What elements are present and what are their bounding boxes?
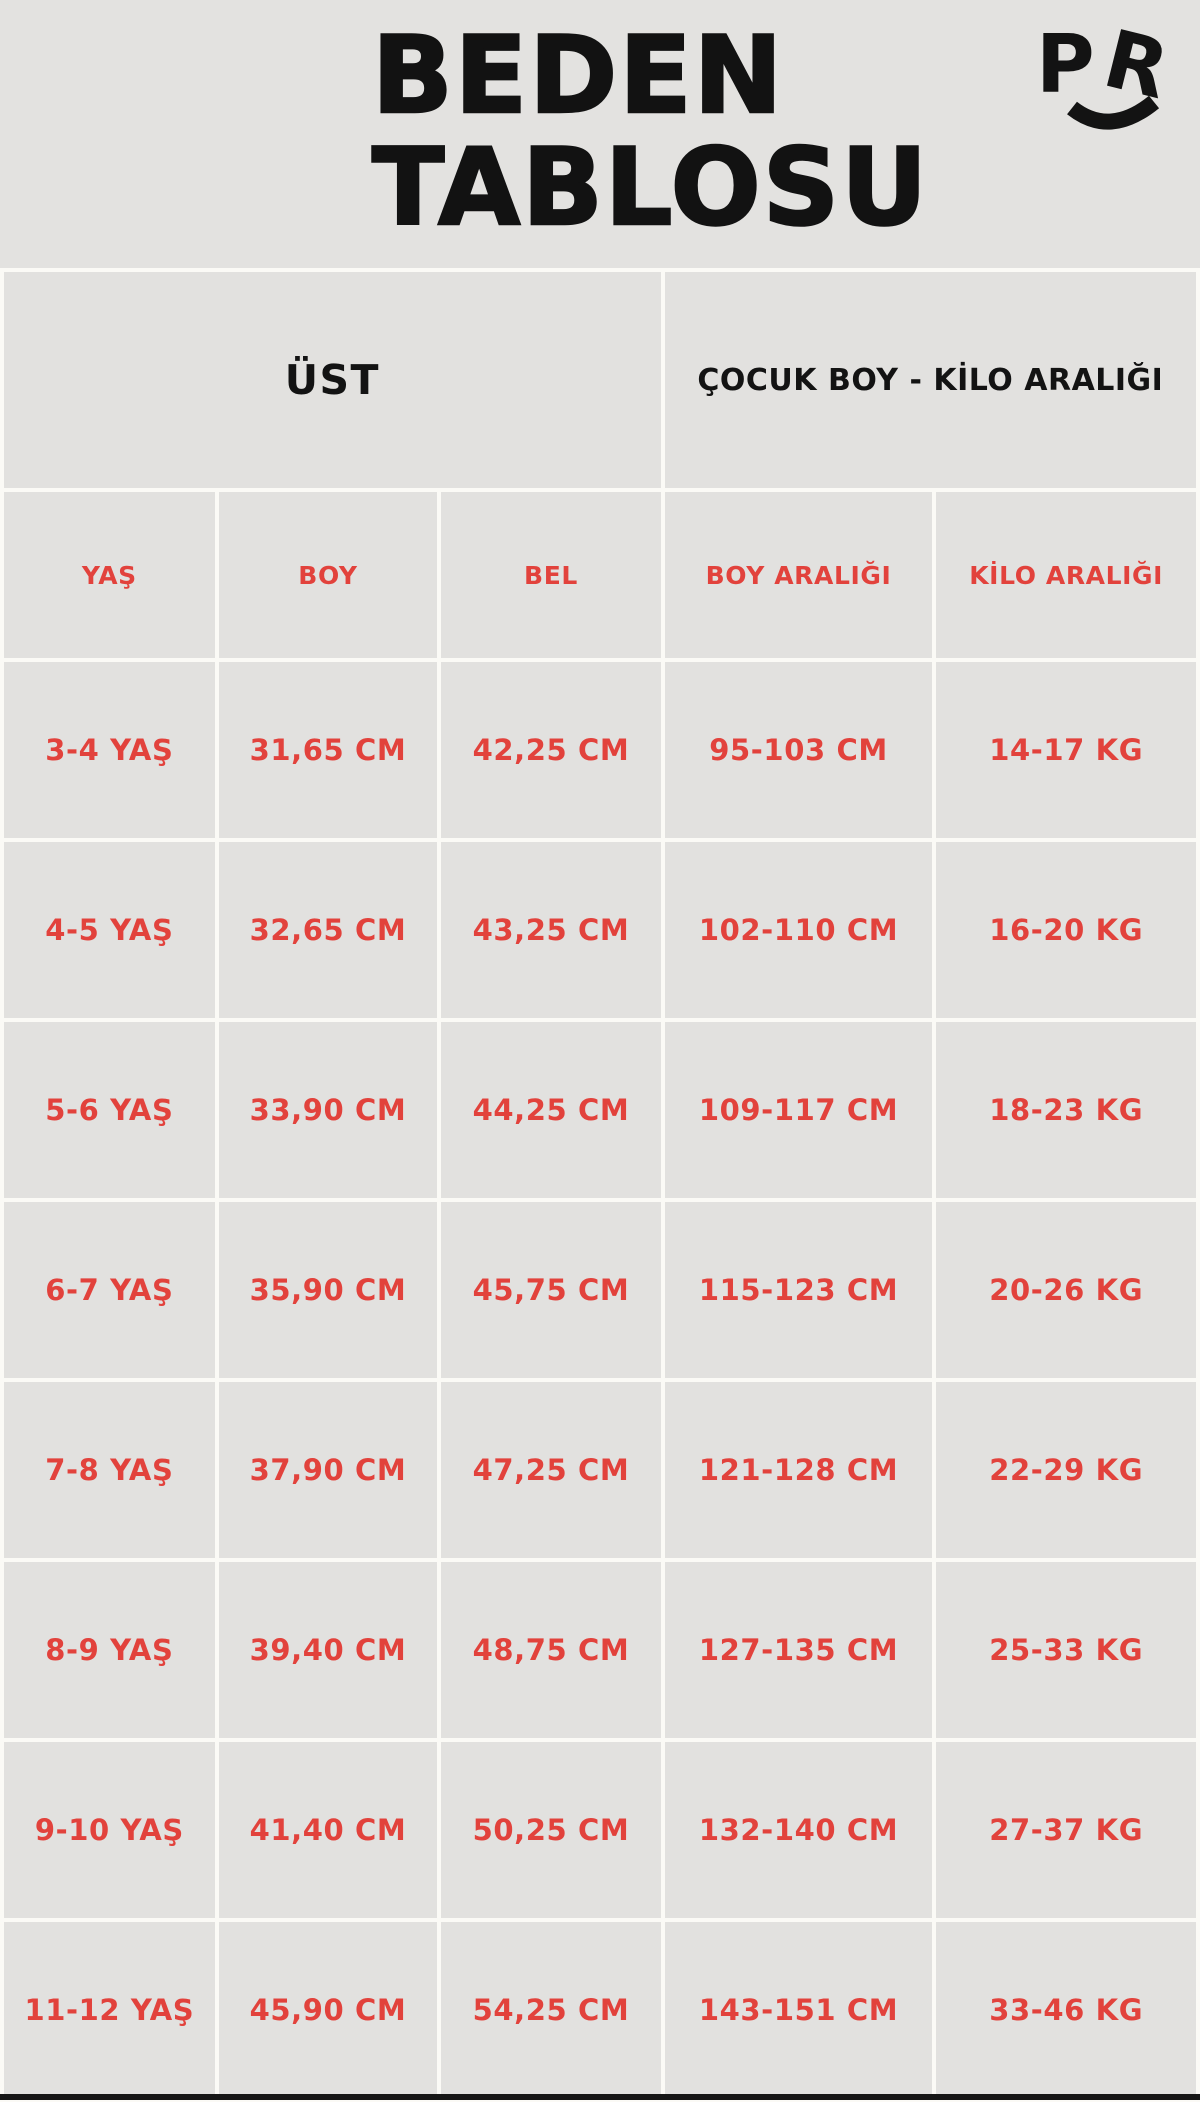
table-cell-r4-boy: 37,90 CM <box>218 1382 438 1558</box>
table-cell-r0-boy: 31,65 CM <box>218 662 438 838</box>
table-cell-r3-boy: 35,90 CM <box>218 1202 438 1378</box>
table-cell-r0-yas: 3-4 YAŞ <box>4 662 215 838</box>
table-cell-r1-bel: 43,25 CM <box>441 842 661 1018</box>
table-cell-r1-kiloaralik: 16-20 KG <box>936 842 1196 1018</box>
logo-letter-p: P <box>1036 18 1095 111</box>
table-cell-r3-bel: 45,75 CM <box>441 1202 661 1378</box>
table-cell-r6-kiloaralik: 27-37 KG <box>936 1742 1196 1918</box>
table-cell-r6-boy: 41,40 CM <box>218 1742 438 1918</box>
table-cell-r6-yas: 9-10 YAŞ <box>4 1742 215 1918</box>
table-cell-r3-kiloaralik: 20-26 KG <box>936 1202 1196 1378</box>
brand-logo: P R <box>1032 12 1184 138</box>
table-cell-r2-yas: 5-6 YAŞ <box>4 1022 215 1198</box>
column-header-boy-araligi: BOY ARALIĞI <box>664 492 933 658</box>
table-cell-r2-boy: 33,90 CM <box>218 1022 438 1198</box>
table-cell-r0-boyaralik: 95-103 CM <box>664 662 933 838</box>
logo-letter-r: R <box>1095 12 1177 117</box>
smile-icon <box>1067 95 1160 130</box>
table-cell-r5-boy: 39,40 CM <box>218 1562 438 1738</box>
table-cell-r1-yas: 4-5 YAŞ <box>4 842 215 1018</box>
group-header-ust: ÜST <box>4 272 661 488</box>
table-cell-r1-boyaralik: 102-110 CM <box>664 842 933 1018</box>
bottom-edge-bar <box>0 2094 1200 2100</box>
table-cell-r7-boy: 45,90 CM <box>218 1922 438 2098</box>
table-cell-r6-bel: 50,25 CM <box>441 1742 661 1918</box>
page-title-line2: TABLOSU <box>371 126 930 249</box>
page-title: BEDEN TABLOSU <box>371 14 930 249</box>
table-cell-r1-boy: 32,65 CM <box>218 842 438 1018</box>
group-header-child-range: ÇOCUK BOY - KİLO ARALIĞI <box>664 272 1196 488</box>
column-header-boy: BOY <box>218 492 438 658</box>
brand-logo-icon: P R <box>1036 12 1178 130</box>
column-header-yas: YAŞ <box>4 492 215 658</box>
table-cell-r5-boyaralik: 127-135 CM <box>664 1562 933 1738</box>
table-cell-r5-kiloaralik: 25-33 KG <box>936 1562 1196 1738</box>
table-cell-r7-yas: 11-12 YAŞ <box>4 1922 215 2098</box>
table-cell-r4-boyaralik: 121-128 CM <box>664 1382 933 1558</box>
table-cell-r6-boyaralik: 132-140 CM <box>664 1742 933 1918</box>
table-cell-r4-kiloaralik: 22-29 KG <box>936 1382 1196 1558</box>
table-cell-r0-bel: 42,25 CM <box>441 662 661 838</box>
size-table: ÜST ÇOCUK BOY - KİLO ARALIĞI YAŞ BOY BEL… <box>0 268 1200 2102</box>
table-cell-r5-bel: 48,75 CM <box>441 1562 661 1738</box>
table-cell-r3-boyaralik: 115-123 CM <box>664 1202 933 1378</box>
table-cell-r2-bel: 44,25 CM <box>441 1022 661 1198</box>
page-title-line1: BEDEN <box>371 14 785 137</box>
table-cell-r7-kiloaralik: 33-46 KG <box>936 1922 1196 2098</box>
table-cell-r7-boyaralik: 143-151 CM <box>664 1922 933 2098</box>
table-cell-r2-kiloaralik: 18-23 KG <box>936 1022 1196 1198</box>
table-cell-r0-kiloaralik: 14-17 KG <box>936 662 1196 838</box>
table-cell-r4-bel: 47,25 CM <box>441 1382 661 1558</box>
column-header-kilo-araligi: KİLO ARALIĞI <box>936 492 1196 658</box>
table-cell-r5-yas: 8-9 YAŞ <box>4 1562 215 1738</box>
table-cell-r4-yas: 7-8 YAŞ <box>4 1382 215 1558</box>
table-cell-r7-bel: 54,25 CM <box>441 1922 661 2098</box>
column-header-bel: BEL <box>441 492 661 658</box>
table-cell-r3-yas: 6-7 YAŞ <box>4 1202 215 1378</box>
page-header: BEDEN TABLOSU P R <box>0 0 1200 268</box>
table-cell-r2-boyaralik: 109-117 CM <box>664 1022 933 1198</box>
